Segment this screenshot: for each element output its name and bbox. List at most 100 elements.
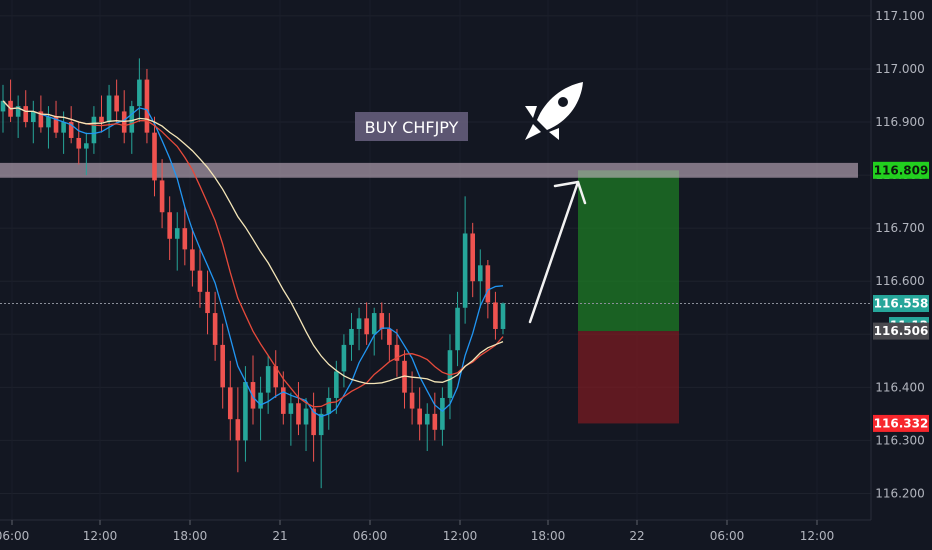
candle-body <box>61 122 66 133</box>
x-tick-label: 06:00 <box>353 529 388 543</box>
candle-body <box>15 106 21 117</box>
candle-body <box>114 95 119 112</box>
moving-averages <box>2 100 504 418</box>
candle-body <box>265 366 271 393</box>
y-tick-label: 116.600 <box>875 274 925 288</box>
y-tick-label: 117.100 <box>875 9 925 23</box>
candle-body <box>68 122 74 138</box>
candle-body <box>144 79 150 133</box>
candle-body <box>167 212 172 239</box>
candle-body <box>303 408 309 425</box>
candle-body <box>493 302 498 329</box>
candle-body <box>288 403 294 414</box>
candle-body <box>152 132 157 181</box>
x-tick-label: 06:00 <box>0 529 29 543</box>
candle-body <box>235 419 241 441</box>
candle-body <box>31 111 36 123</box>
candle-body <box>356 318 362 329</box>
x-tick-label: 06:00 <box>710 529 745 543</box>
candle-body <box>447 350 453 398</box>
svg-text:116.558: 116.558 <box>874 297 929 311</box>
svg-text:116.506: 116.506 <box>874 324 929 338</box>
y-tick-label: 116.400 <box>875 380 925 394</box>
candle-body <box>243 382 248 441</box>
candle-body <box>341 344 347 372</box>
candle-body <box>349 328 354 345</box>
y-tick-label: 116.300 <box>875 433 925 447</box>
ma-fast <box>2 100 504 418</box>
candle-body <box>394 344 400 361</box>
candle-body <box>129 106 135 133</box>
candle-body <box>273 366 279 388</box>
x-tick-label: 18:00 <box>173 529 208 543</box>
candles <box>0 58 506 489</box>
x-tick-label: 22 <box>629 529 644 543</box>
candle-body <box>417 408 422 425</box>
x-tick-label: 12:00 <box>443 529 478 543</box>
candle-body <box>84 143 89 149</box>
candle-body <box>364 318 369 335</box>
price-tags: 116.809 116.558 11:12 116.506 116.332 <box>873 161 929 432</box>
candle-body <box>159 180 165 213</box>
candle-body <box>500 303 506 329</box>
candle-body <box>205 291 210 314</box>
y-tick-label: 116.900 <box>875 115 925 129</box>
candle-body <box>190 249 195 271</box>
candle-body <box>182 228 188 250</box>
x-tick-label: 12:00 <box>800 529 835 543</box>
buy-label: BUY CHFJPY <box>365 118 459 137</box>
candle-body <box>432 413 438 430</box>
candle-body <box>174 228 180 239</box>
loss-zone <box>578 331 679 424</box>
candle-body <box>455 307 460 351</box>
position-zones <box>578 170 679 424</box>
profit-zone <box>578 170 679 332</box>
candle-body <box>462 233 468 308</box>
candle-body <box>91 116 97 144</box>
svg-text:116.809: 116.809 <box>874 163 929 177</box>
candle-body <box>424 413 430 425</box>
candle-body <box>326 397 332 414</box>
candle-body <box>296 403 301 425</box>
candle-body <box>46 116 51 128</box>
target-price-tag: 116.809 <box>873 161 929 179</box>
resistance-zone <box>0 162 858 178</box>
candle-body <box>371 313 377 335</box>
current-price-tag: 116.558 <box>873 295 929 313</box>
candle-body <box>250 382 256 409</box>
candle-body <box>485 265 491 303</box>
y-tick-label: 117.000 <box>875 62 925 76</box>
candle-body <box>38 111 44 128</box>
candle-body <box>440 397 445 430</box>
stop-price-tag: 116.332 <box>873 414 929 432</box>
candle-body <box>477 265 483 282</box>
candle-body <box>334 371 339 398</box>
candle-body <box>212 313 218 345</box>
entry-price-tag: 116.506 <box>873 322 929 340</box>
candle-body <box>99 116 104 123</box>
candle-body <box>402 360 407 393</box>
x-tick-label: 18:00 <box>531 529 566 543</box>
candle-body <box>470 233 475 282</box>
candle-body <box>258 392 263 409</box>
rocket-icon <box>525 82 583 140</box>
candle-body <box>409 392 415 409</box>
x-tick-label: 21 <box>272 529 287 543</box>
candle-body <box>311 408 316 436</box>
candle-body <box>220 344 225 388</box>
candle-body <box>53 116 59 133</box>
candle-body <box>379 313 385 329</box>
up-arrow <box>528 180 587 324</box>
y-tick-label: 116.700 <box>875 221 925 235</box>
candle-body <box>23 106 29 123</box>
candle-body <box>227 387 233 420</box>
candle-body <box>318 413 324 436</box>
candle-body <box>387 328 392 345</box>
ma-slow <box>2 100 504 385</box>
candle-body <box>137 79 142 107</box>
time-axis[interactable]: 06:00 12:00 18:00 21 06:00 12:00 18:00 22 06:00 1… <box>0 520 834 543</box>
buy-annotation: BUY CHFJPY <box>355 112 468 141</box>
x-tick-label: 12:00 <box>83 529 118 543</box>
y-tick-label: 116.200 <box>875 486 925 500</box>
